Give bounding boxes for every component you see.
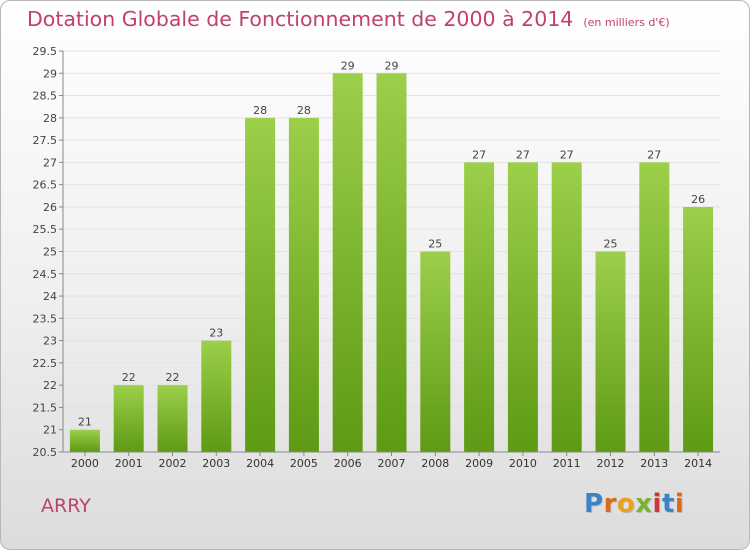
data-label: 22 [166, 371, 180, 384]
x-tick-label: 2003 [202, 457, 230, 470]
y-tick-label: 22 [43, 379, 57, 392]
y-tick-label: 25.5 [33, 223, 58, 236]
logo-letter: i [674, 489, 685, 519]
x-tick-label: 2008 [421, 457, 449, 470]
region-name: ARRY [41, 495, 91, 517]
x-tick-label: 2009 [465, 457, 493, 470]
bar-2005 [288, 117, 319, 452]
y-tick-label: 21.5 [33, 401, 58, 414]
chart-subtitle: (en milliers d'€) [583, 16, 670, 29]
bars [69, 73, 714, 453]
logo-letter: t [661, 489, 675, 519]
x-tick-label: 2013 [640, 457, 668, 470]
bar-2003 [201, 340, 232, 452]
x-tick-label: 2010 [509, 457, 537, 470]
y-tick-label: 24.5 [33, 268, 58, 281]
chart-title: Dotation Globale de Fonctionnement de 20… [27, 7, 670, 31]
x-tick-label: 2006 [334, 457, 362, 470]
bar-2001 [113, 385, 144, 452]
y-tick-label: 27 [43, 156, 57, 169]
x-tick-label: 2001 [115, 457, 143, 470]
y-tick-label: 28.5 [33, 90, 58, 103]
logo-letter: o [616, 489, 636, 519]
y-tick-label: 22.5 [33, 357, 58, 370]
logo-letter: r [603, 489, 617, 519]
data-label: 22 [122, 371, 136, 384]
data-label: 27 [472, 148, 486, 161]
x-tick-label: 2004 [246, 457, 274, 470]
bar-2011 [551, 162, 582, 452]
y-tick-label: 20.5 [33, 446, 58, 459]
x-axis-ticks: 2000 2001 2002 2003 2004 2005 2006 2007 2008 2009… [71, 457, 712, 470]
y-axis-ticks: 20.5 21 21.5 22 22.5 23 23.5 24 24.5 25 25.5 26 26.5… [33, 45, 58, 459]
data-labels: 21 22 22 23 28 28 29 29 25 27 27 27 25 27 26 [78, 59, 705, 428]
x-tick-label: 2011 [553, 457, 581, 470]
data-label: 28 [253, 104, 267, 117]
y-tick-label: 25 [43, 246, 57, 259]
bar-2013 [639, 162, 670, 452]
bar-2010 [507, 162, 538, 452]
y-tick-label: 21 [43, 424, 57, 437]
bar-2006 [332, 73, 363, 453]
x-tick-label: 2007 [378, 457, 406, 470]
data-label: 21 [78, 416, 92, 429]
bar-2009 [464, 162, 495, 452]
y-tick-label: 23.5 [33, 312, 58, 325]
y-tick-label: 24 [43, 290, 57, 303]
y-tick-label: 28 [43, 112, 57, 125]
bar-2000 [69, 429, 100, 452]
axes [59, 50, 720, 456]
logo-letter: i [652, 489, 662, 519]
y-tick-label: 27.5 [33, 134, 58, 147]
bar-2002 [157, 385, 188, 452]
x-tick-label: 2012 [597, 457, 625, 470]
data-label: 25 [428, 238, 442, 251]
x-tick-label: 2002 [159, 457, 187, 470]
data-label: 26 [691, 193, 705, 206]
data-label: 27 [560, 148, 574, 161]
data-label: 23 [209, 327, 223, 340]
data-label: 28 [297, 104, 311, 117]
y-tick-label: 29.5 [33, 45, 58, 58]
logo-letter: x [635, 489, 653, 519]
x-tick-label: 2000 [71, 457, 99, 470]
y-tick-label: 26.5 [33, 179, 58, 192]
y-tick-label: 29 [43, 67, 57, 80]
data-label: 27 [647, 148, 661, 161]
x-tick-label: 2005 [290, 457, 318, 470]
data-label: 29 [341, 59, 355, 72]
bar-2008 [420, 251, 451, 452]
x-tick-label: 2014 [684, 457, 712, 470]
data-label: 29 [385, 59, 399, 72]
bar-2004 [245, 117, 276, 452]
bar-2014 [683, 206, 714, 452]
chart-title-text: Dotation Globale de Fonctionnement de 20… [27, 7, 574, 31]
proxiti-logo: Proxiti [584, 489, 684, 519]
data-label: 27 [516, 148, 530, 161]
bar-2007 [376, 73, 407, 453]
y-tick-label: 23 [43, 335, 57, 348]
bar-2012 [595, 251, 626, 452]
y-tick-label: 26 [43, 201, 57, 214]
logo-letter: P [584, 489, 604, 519]
data-label: 25 [604, 238, 618, 251]
